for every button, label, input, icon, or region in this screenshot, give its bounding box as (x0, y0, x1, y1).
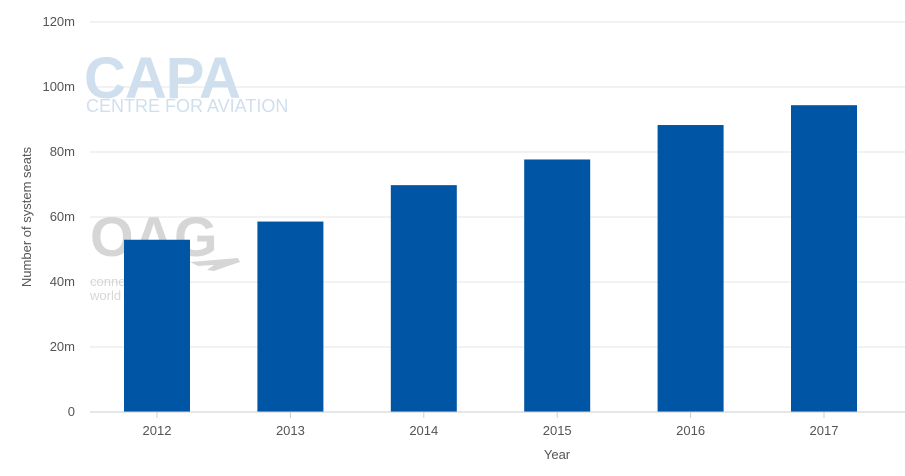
x-tick-label: 2013 (276, 423, 305, 438)
capa-logo-text: CAPA (84, 46, 240, 111)
bars (124, 105, 857, 413)
x-tick-label: 2012 (143, 423, 172, 438)
capa-watermark: CAPA CENTRE FOR AVIATION (84, 46, 288, 116)
y-tick-label: 40m (50, 274, 75, 289)
y-tick-label: 20m (50, 339, 75, 354)
x-tick-label: 2014 (409, 423, 438, 438)
x-tick-label: 2015 (543, 423, 572, 438)
bar-2015[interactable] (524, 159, 591, 412)
y-tick-label: 120m (42, 14, 75, 29)
bar-2014[interactable] (390, 185, 457, 412)
capa-tagline: CENTRE FOR AVIATION (86, 96, 288, 116)
x-tick-label: 2016 (676, 423, 705, 438)
oag-watermark: OAG conne world (89, 205, 240, 303)
bar-2017[interactable] (791, 105, 857, 412)
x-tick-label: 2017 (810, 423, 839, 438)
bar-2016[interactable] (657, 125, 724, 413)
gridlines (90, 21, 905, 348)
oag-tagline-line1: conne (90, 274, 125, 289)
y-tick-label: 80m (50, 144, 75, 159)
bar-2012[interactable] (124, 239, 190, 412)
y-axis-title: Number of system seats (19, 146, 34, 287)
y-tick-label: 0 (68, 404, 75, 419)
oag-tagline-line2: world (89, 288, 121, 303)
y-tick-label: 60m (50, 209, 75, 224)
y-axis-ticks: 0 20m 40m 60m 80m 100m 120m (42, 14, 75, 419)
x-axis-ticks: 2012 2013 2014 2015 2016 2017 (143, 412, 839, 438)
y-tick-label: 100m (42, 79, 75, 94)
bar-2013[interactable] (257, 221, 324, 412)
airplane-icon (190, 258, 240, 271)
x-axis-title: Year (544, 447, 571, 462)
